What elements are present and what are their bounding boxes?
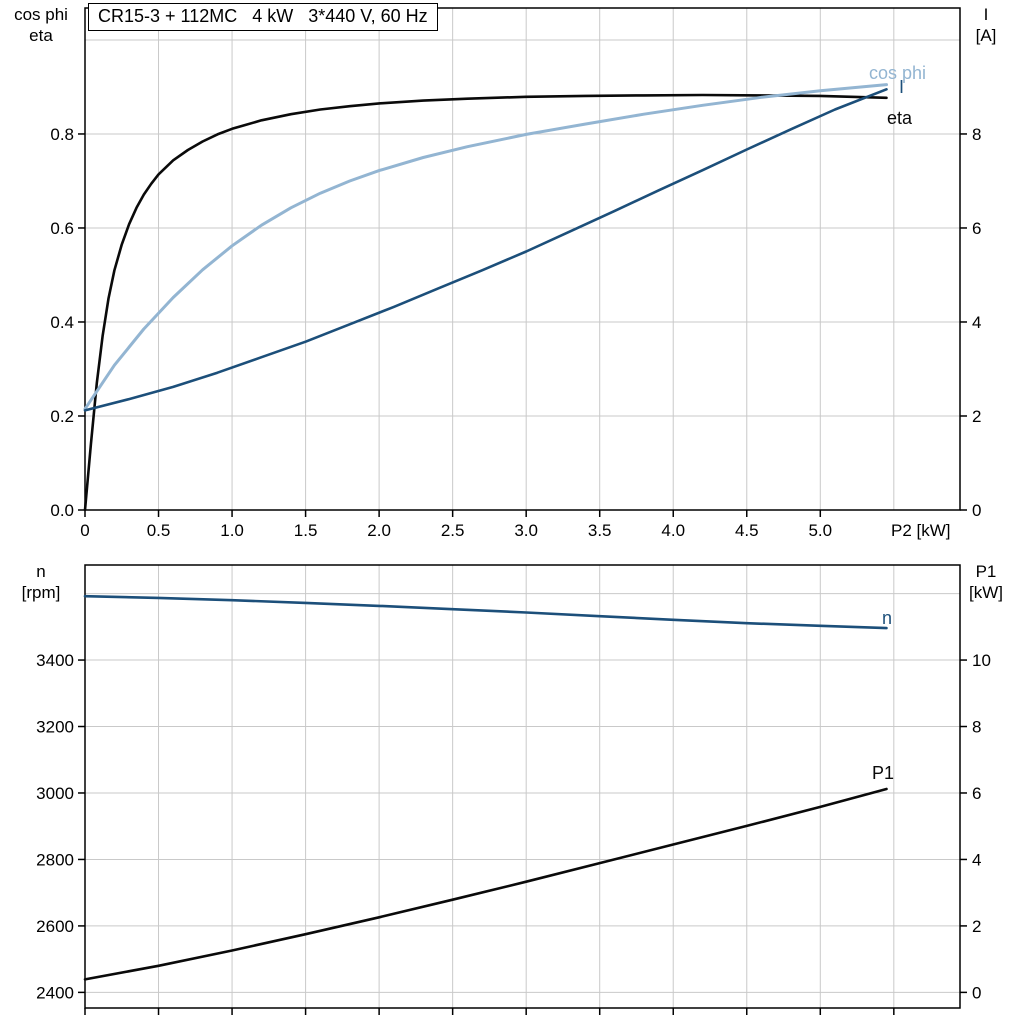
top-chart-left-axis-title: cos phi eta — [2, 4, 80, 46]
left-axis-label-cosphi: cos phi — [14, 5, 68, 24]
x-axis-label: P2 [kW] — [891, 521, 951, 540]
curve-n — [83, 594, 888, 630]
bottom-chart-left-axis-title: n [rpm] — [2, 561, 80, 603]
curve-label-p1: P1 — [872, 763, 894, 783]
plot-frame — [84, 564, 961, 1009]
curve-i — [83, 88, 888, 412]
x-tick-label: 1.0 — [220, 521, 244, 540]
left-tick-label: 2800 — [36, 850, 74, 869]
left-tick-label: 3400 — [36, 651, 74, 670]
x-tick-label: 4.0 — [661, 521, 685, 540]
left-axis-unit-rpm: [rpm] — [21, 583, 61, 602]
curve-cos-phi — [83, 83, 888, 411]
x-tick-label: 4.5 — [735, 521, 759, 540]
left-tick-label: 2600 — [36, 917, 74, 936]
left-tick-label: 0.8 — [50, 125, 74, 144]
left-tick-label: 0.4 — [50, 313, 74, 332]
x-tick-label: 3.0 — [514, 521, 538, 540]
x-tick-label: 1.5 — [294, 521, 318, 540]
right-tick-label: 6 — [972, 784, 981, 803]
left-axis-label-eta: eta — [29, 26, 53, 45]
right-tick-label: 6 — [972, 219, 981, 238]
plot-frame — [84, 7, 961, 511]
right-tick-label: 8 — [972, 718, 981, 737]
curve-label-n: n — [882, 608, 892, 628]
right-tick-label: 0 — [972, 501, 981, 520]
x-tick-label: 2.0 — [367, 521, 391, 540]
x-tick-label: 3.5 — [588, 521, 612, 540]
right-tick-label: 4 — [972, 313, 981, 332]
left-tick-label: 0.0 — [50, 501, 74, 520]
curve-eta — [83, 93, 888, 512]
left-tick-label: 3200 — [36, 718, 74, 737]
right-tick-label: 0 — [972, 983, 981, 1002]
right-axis-unit-ampere: [A] — [975, 26, 997, 45]
curve-label-cos-phi: cos phi — [869, 63, 926, 83]
pump-motor-title-box: CR15-3 + 112MC 4 kW 3*440 V, 60 Hz — [88, 3, 438, 31]
curve-p1 — [83, 787, 888, 981]
left-tick-label: 0.6 — [50, 219, 74, 238]
right-axis-unit-kw: [kW] — [969, 583, 1003, 602]
left-axis-label-speed: n — [36, 562, 46, 581]
x-tick-label: 2.5 — [441, 521, 465, 540]
left-tick-label: 2400 — [36, 983, 74, 1002]
curve-label-eta: eta — [887, 108, 913, 128]
x-tick-label: 0.5 — [147, 521, 171, 540]
top-chart-right-axis-title: I [A] — [952, 4, 1020, 46]
right-tick-label: 2 — [972, 917, 981, 936]
chart-area-top: 0.0 0.2 0.4 0.6 0.8 0 2 4 6 8 0 0.5 1.0 1.5 2.0 2.5 3.0 3… — [50, 7, 981, 540]
right-tick-label: 8 — [972, 125, 981, 144]
bottom-chart-right-axis-title: P1 [kW] — [952, 561, 1020, 603]
x-tick-label: 0 — [80, 521, 89, 540]
right-tick-label: 4 — [972, 850, 981, 869]
left-tick-label: 3000 — [36, 784, 74, 803]
curve-label-i: I — [899, 77, 904, 97]
right-tick-label: 10 — [972, 651, 991, 670]
left-tick-label: 0.2 — [50, 407, 74, 426]
x-tick-label: 5.0 — [808, 521, 832, 540]
right-tick-label: 2 — [972, 407, 981, 426]
right-axis-label-current: I — [983, 5, 989, 24]
chart-area-bottom: 2400 2600 2800 3000 3200 3400 0 2 4 6 8 10 n P1 — [36, 564, 991, 1015]
right-axis-label-p1: P1 — [975, 562, 997, 581]
